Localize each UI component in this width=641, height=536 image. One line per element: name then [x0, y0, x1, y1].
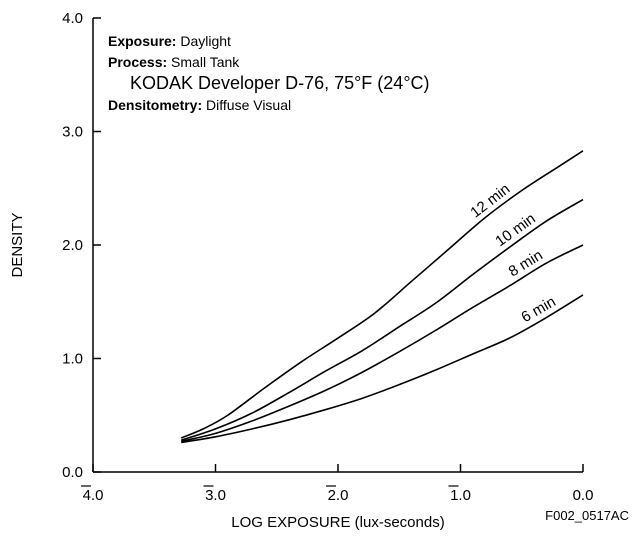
annotation-value: Small Tank: [167, 54, 240, 70]
series-label: 6 min: [518, 293, 558, 326]
annotation-key: Process:: [108, 54, 167, 70]
annotation-block: Exposure: Daylight Process: Small Tank KOD…: [108, 33, 430, 113]
annotation-line: KODAK Developer D-76, 75°F (24°C): [130, 73, 430, 93]
annotation-value: Diffuse Visual: [202, 97, 291, 113]
x-tick-label: 0.0: [573, 487, 594, 504]
series-line-6-min: [181, 294, 584, 444]
y-tick-label: 4.0: [62, 10, 83, 27]
annotation-line: Exposure: Daylight: [108, 33, 231, 49]
x-tick-label: 2.0: [328, 487, 349, 504]
series-group: [180, 150, 584, 444]
annotation-key: Densitometry:: [108, 97, 202, 113]
y-tick-label: 0.0: [62, 464, 83, 481]
annotation-line: Process: Small Tank: [108, 54, 240, 70]
annotation-value: KODAK Developer D-76, 75°F (24°C): [130, 73, 430, 93]
y-axis-ticks: 0.0 1.0 2.0 3.0 4.0: [62, 10, 101, 481]
annotation-line: Densitometry: Diffuse Visual: [108, 97, 291, 113]
series-line-8-min: [181, 244, 584, 443]
series-line-10-min: [180, 198, 584, 441]
x-axis-title: LOG EXPOSURE (lux-seconds): [231, 514, 444, 531]
series-line-12-min: [180, 150, 584, 439]
y-tick-label: 2.0: [62, 237, 83, 254]
x-axis-ticks: 4.0 3.0 2.0 1.0 0.0: [81, 464, 593, 504]
y-tick-label: 1.0: [62, 351, 83, 368]
x-tick-label: 1.0: [450, 487, 471, 504]
figure-code: F002_0517AC: [545, 508, 629, 523]
annotation-key: Exposure:: [108, 33, 176, 49]
x-tick-label: 4.0: [83, 487, 104, 504]
y-tick-label: 3.0: [62, 124, 83, 141]
x-tick-label: 3.0: [205, 487, 226, 504]
y-axis-title: DENSITY: [9, 212, 26, 277]
annotation-value: Daylight: [176, 33, 231, 49]
